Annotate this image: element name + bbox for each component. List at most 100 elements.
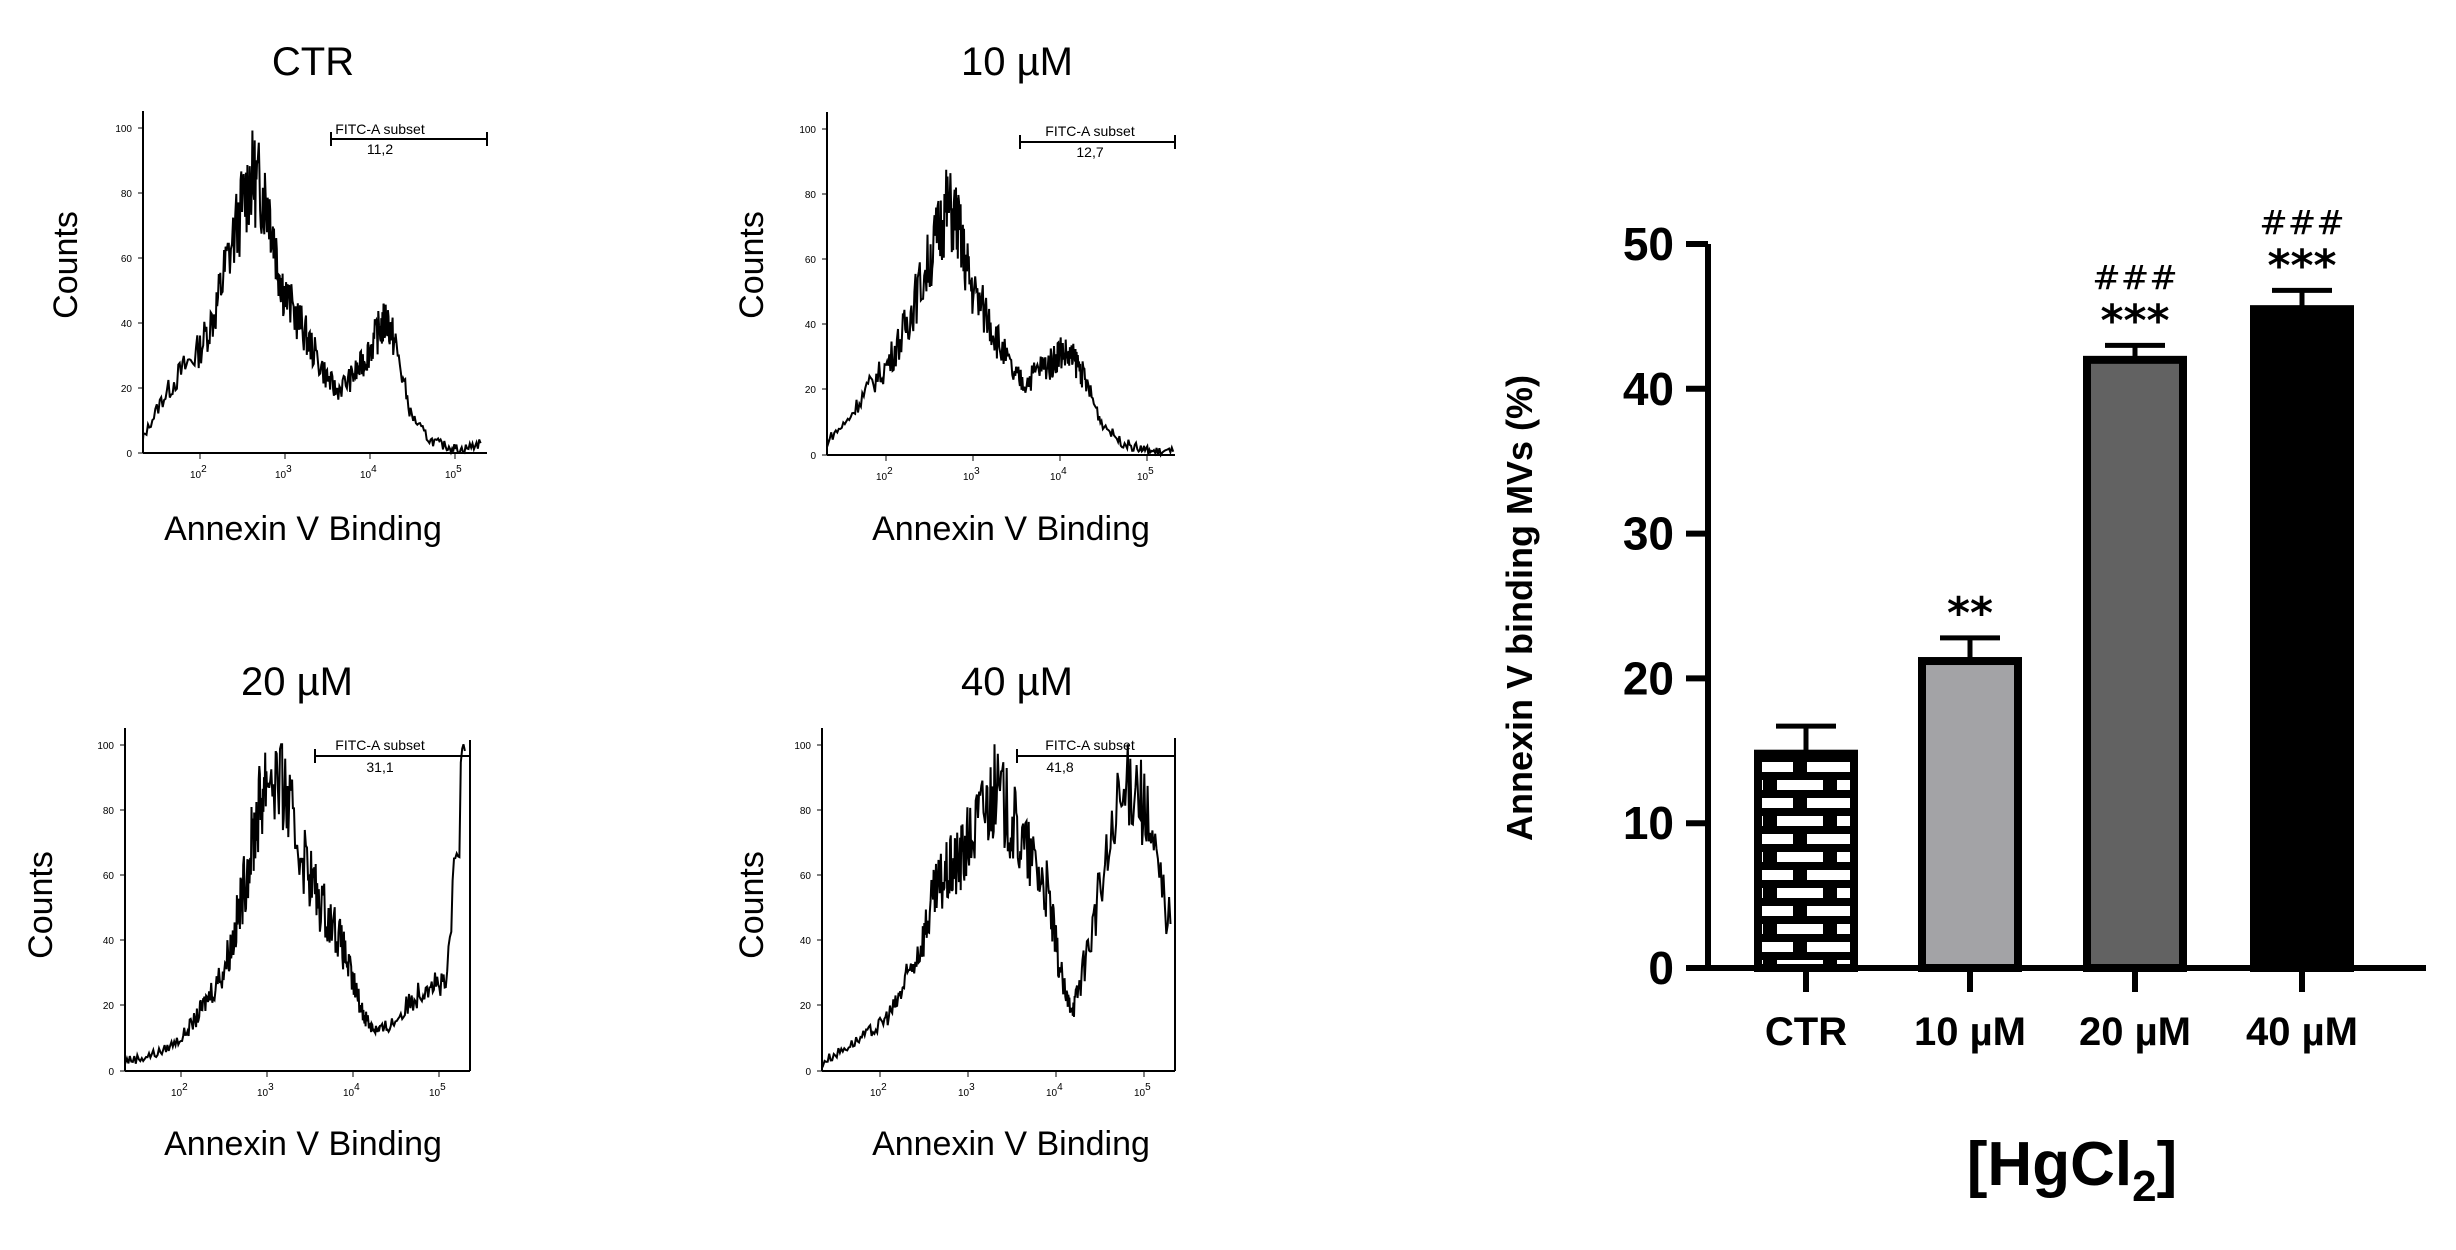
bar-y-tick-label: 30 (1623, 508, 1674, 560)
histogram-trace (124, 743, 466, 1067)
gate-value: 12,7 (1076, 144, 1103, 160)
x-ticks: 102 103 104 105 (876, 455, 1154, 483)
y-tick-label: 80 (805, 190, 817, 201)
y-tick-label: 0 (810, 451, 816, 462)
y-tick-label: 40 (800, 936, 812, 947)
gate-label: FITC-A subset (1045, 123, 1135, 139)
x-tick-label: 103 (958, 1082, 975, 1099)
x-tick-label: 103 (275, 464, 292, 481)
bar-y-tick-label: 40 (1623, 363, 1674, 415)
x-axis-label: Annexin V Binding (872, 1125, 1150, 1163)
y-ticks: 0 20 40 60 80 100 (794, 741, 822, 1078)
x-ticks: 102 103 104 105 (870, 1071, 1151, 1099)
significance-marker: *** (2267, 240, 2336, 291)
x-tick-label: 105 (1134, 1082, 1151, 1099)
significance-marker: *** (2100, 295, 2169, 346)
gate-marker: FITC-A subset 31,1 (314, 737, 471, 1071)
bar-x-axis-label: [HgCl2] (1967, 1130, 2177, 1211)
x-ticks: 102 103 104 105 (171, 1071, 446, 1099)
panel-title: CTR (272, 40, 354, 84)
x-tick-label: 102 (876, 466, 893, 483)
y-tick-label: 40 (103, 936, 115, 947)
y-tick-label: 100 (115, 124, 132, 135)
bar-chart: Annexin V binding MVs (%) 0 10 20 30 40 50 **… (1499, 203, 2426, 1211)
gate-value: 41,8 (1046, 759, 1073, 775)
y-tick-label: 60 (805, 255, 817, 266)
y-tick-label: 80 (121, 189, 133, 200)
bar-category-label: 40 µM (2246, 1010, 2358, 1054)
histogram-panel-20um: 20 µM Counts Annexin V Binding 0 20 40 6… (22, 660, 471, 1163)
bar (2250, 305, 2354, 973)
x-tick-label: 104 (1046, 1082, 1063, 1099)
x-ticks: 102 103 104 105 (190, 453, 462, 481)
x-tick-label: 102 (171, 1082, 188, 1099)
histogram-panel-10um: 10 µM Counts Annexin V Binding 0 20 40 6… (733, 40, 1176, 548)
y-axis-label: Counts (733, 211, 771, 319)
y-ticks: 0 20 40 60 80 100 (115, 124, 143, 460)
y-tick-label: 80 (103, 806, 115, 817)
bar (1754, 749, 1858, 972)
x-tick-label: 103 (963, 466, 980, 483)
y-tick-label: 40 (805, 320, 817, 331)
y-tick-label: 80 (800, 806, 812, 817)
bar (2083, 355, 2187, 972)
histogram-trace (142, 130, 482, 456)
x-tick-label: 104 (360, 464, 377, 481)
gate-label: FITC-A subset (335, 121, 425, 137)
x-tick-label: 102 (870, 1082, 887, 1099)
gate-marker: FITC-A subset 12,7 (1019, 123, 1176, 160)
histogram-trace (821, 744, 1172, 1068)
bar-y-tick-label: 10 (1623, 797, 1674, 849)
x-tick-label: 103 (257, 1082, 274, 1099)
bar (1918, 657, 2022, 972)
gate-value: 31,1 (366, 759, 393, 775)
gate-label: FITC-A subset (1045, 737, 1135, 753)
x-axis-label: Annexin V Binding (872, 510, 1150, 548)
x-tick-label: 104 (1050, 466, 1067, 483)
bar-y-ticks: 0 10 20 30 40 50 (1623, 218, 1708, 994)
x-tick-label: 104 (343, 1082, 360, 1099)
y-tick-label: 60 (103, 871, 115, 882)
y-tick-label: 40 (121, 319, 133, 330)
gate-value: 11,2 (367, 141, 393, 157)
significance-vs-10um-marker: ### (2259, 203, 2344, 243)
y-axis-label: Counts (47, 211, 85, 319)
y-tick-label: 0 (805, 1067, 811, 1078)
histogram-trace (826, 169, 1175, 458)
x-tick-label: 105 (429, 1082, 446, 1099)
significance-marker: ** (1947, 588, 1993, 639)
y-axis-label: Counts (733, 851, 771, 959)
y-tick-label: 0 (108, 1067, 114, 1078)
y-tick-label: 100 (794, 741, 811, 752)
y-tick-label: 100 (97, 741, 114, 752)
bar-category-label: 20 µM (2079, 1010, 2191, 1054)
x-tick-label: 105 (445, 464, 462, 481)
bar-x-ticks: CTR 10 µM 20 µM 40 µM (1765, 968, 2358, 1054)
bar-y-axis-label: Annexin V binding MVs (%) (1499, 375, 1540, 841)
bar-y-tick-label: 50 (1623, 218, 1674, 270)
histogram-panel-ctr: CTR Counts Annexin V Binding 0 20 40 60 … (47, 40, 488, 548)
histogram-panel-40um: 40 µM Counts Annexin V Binding 0 20 40 6… (733, 660, 1176, 1163)
x-tick-label: 102 (190, 464, 207, 481)
bar-category-label: CTR (1765, 1010, 1847, 1054)
y-tick-label: 60 (121, 254, 133, 265)
x-axis-label: Annexin V Binding (164, 1125, 442, 1163)
y-tick-label: 20 (103, 1001, 115, 1012)
y-tick-label: 20 (121, 384, 133, 395)
significance-vs-10um-marker: ### (2092, 258, 2177, 298)
panel-title: 40 µM (961, 660, 1073, 704)
y-tick-label: 0 (126, 449, 132, 460)
y-tick-label: 100 (799, 125, 816, 136)
y-ticks: 0 20 40 60 80 100 (97, 741, 125, 1078)
panel-title: 10 µM (961, 40, 1073, 84)
gate-marker: FITC-A subset 41,8 (1016, 737, 1176, 1071)
bars: *****### ***### (1754, 203, 2354, 973)
x-tick-label: 105 (1137, 466, 1154, 483)
y-tick-label: 60 (800, 871, 812, 882)
bar-category-label: 10 µM (1914, 1010, 2026, 1054)
x-axis-label: Annexin V Binding (164, 510, 442, 548)
y-axis-label: Counts (22, 851, 60, 959)
gate-marker: FITC-A subset 11,2 (330, 121, 488, 157)
bar-y-tick-label: 0 (1648, 942, 1674, 994)
